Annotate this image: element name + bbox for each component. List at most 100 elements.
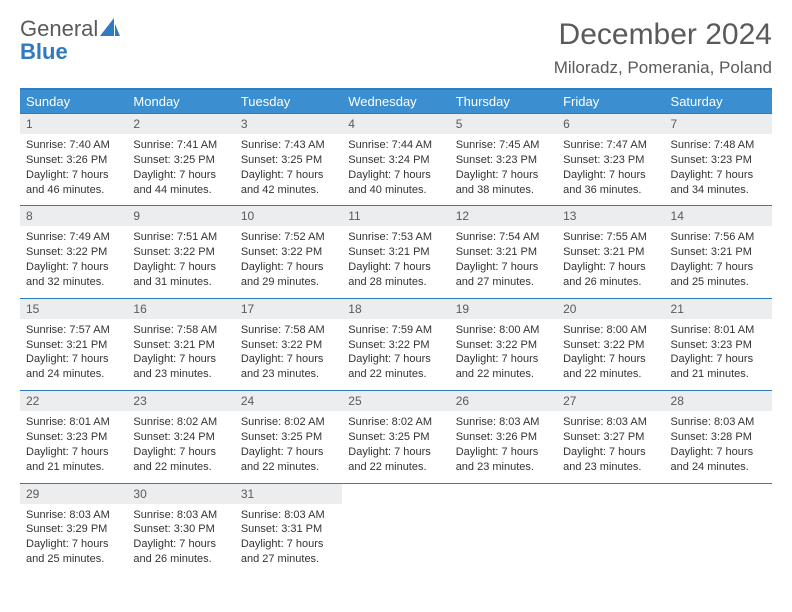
sunset-text: Sunset: 3:21 PM	[456, 245, 551, 260]
sunrise-text: Sunrise: 7:40 AM	[26, 138, 121, 153]
sunrise-text: Sunrise: 7:58 AM	[133, 323, 228, 338]
sunset-text: Sunset: 3:22 PM	[456, 338, 551, 353]
sunset-text: Sunset: 3:27 PM	[563, 430, 658, 445]
sunrise-text: Sunrise: 8:02 AM	[241, 415, 336, 430]
day-number-cell: 12	[450, 206, 557, 227]
day-detail-cell: Sunrise: 8:03 AMSunset: 3:26 PMDaylight:…	[450, 411, 557, 483]
sunset-text: Sunset: 3:23 PM	[456, 153, 551, 168]
daylight-text: Daylight: 7 hours and 28 minutes.	[348, 260, 443, 290]
day-detail-cell: Sunrise: 7:47 AMSunset: 3:23 PMDaylight:…	[557, 134, 664, 206]
sunrise-text: Sunrise: 7:43 AM	[241, 138, 336, 153]
sunrise-text: Sunrise: 8:01 AM	[671, 323, 766, 338]
sunrise-text: Sunrise: 7:49 AM	[26, 230, 121, 245]
day-number-cell: 27	[557, 391, 664, 412]
daylight-text: Daylight: 7 hours and 24 minutes.	[671, 445, 766, 475]
daylight-text: Daylight: 7 hours and 22 minutes.	[348, 445, 443, 475]
day-number-cell: 16	[127, 298, 234, 319]
sunrise-text: Sunrise: 7:54 AM	[456, 230, 551, 245]
daylight-text: Daylight: 7 hours and 26 minutes.	[563, 260, 658, 290]
day-detail-cell: Sunrise: 8:01 AMSunset: 3:23 PMDaylight:…	[20, 411, 127, 483]
sunrise-text: Sunrise: 7:53 AM	[348, 230, 443, 245]
daylight-text: Daylight: 7 hours and 26 minutes.	[133, 537, 228, 567]
sunrise-text: Sunrise: 8:03 AM	[563, 415, 658, 430]
day-number-cell: 9	[127, 206, 234, 227]
day-number-cell: 28	[665, 391, 772, 412]
day-number-row: 22232425262728	[20, 391, 772, 412]
daylight-text: Daylight: 7 hours and 27 minutes.	[241, 537, 336, 567]
day-detail-cell: Sunrise: 8:02 AMSunset: 3:24 PMDaylight:…	[127, 411, 234, 483]
day-number-cell: 29	[20, 483, 127, 504]
sunset-text: Sunset: 3:25 PM	[241, 153, 336, 168]
day-number-cell: 5	[450, 114, 557, 135]
sunset-text: Sunset: 3:21 PM	[26, 338, 121, 353]
day-number-cell: 6	[557, 114, 664, 135]
day-detail-cell: Sunrise: 7:48 AMSunset: 3:23 PMDaylight:…	[665, 134, 772, 206]
day-detail-cell: Sunrise: 7:40 AMSunset: 3:26 PMDaylight:…	[20, 134, 127, 206]
sunset-text: Sunset: 3:22 PM	[133, 245, 228, 260]
sunrise-text: Sunrise: 8:03 AM	[26, 508, 121, 523]
day-detail-cell	[557, 504, 664, 575]
sunset-text: Sunset: 3:22 PM	[241, 338, 336, 353]
day-detail-cell: Sunrise: 7:51 AMSunset: 3:22 PMDaylight:…	[127, 226, 234, 298]
day-number-cell: 4	[342, 114, 449, 135]
sunrise-text: Sunrise: 7:52 AM	[241, 230, 336, 245]
sunset-text: Sunset: 3:21 PM	[348, 245, 443, 260]
day-detail-cell: Sunrise: 7:52 AMSunset: 3:22 PMDaylight:…	[235, 226, 342, 298]
day-number-cell	[557, 483, 664, 504]
sunrise-text: Sunrise: 7:56 AM	[671, 230, 766, 245]
day-detail-cell: Sunrise: 7:59 AMSunset: 3:22 PMDaylight:…	[342, 319, 449, 391]
daylight-text: Daylight: 7 hours and 36 minutes.	[563, 168, 658, 198]
sunrise-text: Sunrise: 8:03 AM	[671, 415, 766, 430]
sunrise-text: Sunrise: 8:02 AM	[348, 415, 443, 430]
day-detail-cell: Sunrise: 7:53 AMSunset: 3:21 PMDaylight:…	[342, 226, 449, 298]
day-number-cell: 20	[557, 298, 664, 319]
day-number-row: 15161718192021	[20, 298, 772, 319]
day-detail-cell: Sunrise: 7:58 AMSunset: 3:22 PMDaylight:…	[235, 319, 342, 391]
sunrise-text: Sunrise: 8:03 AM	[133, 508, 228, 523]
day-detail-row: Sunrise: 7:40 AMSunset: 3:26 PMDaylight:…	[20, 134, 772, 206]
day-number-cell: 18	[342, 298, 449, 319]
sunrise-text: Sunrise: 7:41 AM	[133, 138, 228, 153]
daylight-text: Daylight: 7 hours and 44 minutes.	[133, 168, 228, 198]
day-detail-cell	[342, 504, 449, 575]
day-detail-row: Sunrise: 8:03 AMSunset: 3:29 PMDaylight:…	[20, 504, 772, 575]
day-detail-cell: Sunrise: 8:03 AMSunset: 3:28 PMDaylight:…	[665, 411, 772, 483]
sunset-text: Sunset: 3:22 PM	[26, 245, 121, 260]
sunset-text: Sunset: 3:28 PM	[671, 430, 766, 445]
sunrise-text: Sunrise: 8:00 AM	[456, 323, 551, 338]
logo: General Blue	[20, 18, 120, 64]
day-number-cell	[665, 483, 772, 504]
calendar-table: SundayMondayTuesdayWednesdayThursdayFrid…	[20, 88, 772, 575]
day-number-cell: 25	[342, 391, 449, 412]
daylight-text: Daylight: 7 hours and 25 minutes.	[671, 260, 766, 290]
day-number-cell: 23	[127, 391, 234, 412]
daylight-text: Daylight: 7 hours and 32 minutes.	[26, 260, 121, 290]
sunset-text: Sunset: 3:25 PM	[348, 430, 443, 445]
sunset-text: Sunset: 3:23 PM	[26, 430, 121, 445]
day-number-cell: 10	[235, 206, 342, 227]
day-detail-cell	[665, 504, 772, 575]
daylight-text: Daylight: 7 hours and 22 minutes.	[241, 445, 336, 475]
daylight-text: Daylight: 7 hours and 23 minutes.	[563, 445, 658, 475]
sunset-text: Sunset: 3:24 PM	[348, 153, 443, 168]
daylight-text: Daylight: 7 hours and 22 minutes.	[348, 352, 443, 382]
day-detail-cell: Sunrise: 7:45 AMSunset: 3:23 PMDaylight:…	[450, 134, 557, 206]
sunset-text: Sunset: 3:29 PM	[26, 522, 121, 537]
daylight-text: Daylight: 7 hours and 38 minutes.	[456, 168, 551, 198]
day-detail-row: Sunrise: 8:01 AMSunset: 3:23 PMDaylight:…	[20, 411, 772, 483]
day-detail-cell: Sunrise: 7:49 AMSunset: 3:22 PMDaylight:…	[20, 226, 127, 298]
day-header: Wednesday	[342, 89, 449, 114]
daylight-text: Daylight: 7 hours and 40 minutes.	[348, 168, 443, 198]
day-number-cell: 13	[557, 206, 664, 227]
day-detail-row: Sunrise: 7:49 AMSunset: 3:22 PMDaylight:…	[20, 226, 772, 298]
sunrise-text: Sunrise: 7:48 AM	[671, 138, 766, 153]
day-detail-cell: Sunrise: 8:03 AMSunset: 3:30 PMDaylight:…	[127, 504, 234, 575]
day-number-cell: 19	[450, 298, 557, 319]
daylight-text: Daylight: 7 hours and 42 minutes.	[241, 168, 336, 198]
day-detail-cell: Sunrise: 7:54 AMSunset: 3:21 PMDaylight:…	[450, 226, 557, 298]
sunset-text: Sunset: 3:22 PM	[348, 338, 443, 353]
day-number-row: 1234567	[20, 114, 772, 135]
month-title: December 2024	[554, 18, 772, 52]
day-number-cell: 8	[20, 206, 127, 227]
day-detail-cell: Sunrise: 7:41 AMSunset: 3:25 PMDaylight:…	[127, 134, 234, 206]
